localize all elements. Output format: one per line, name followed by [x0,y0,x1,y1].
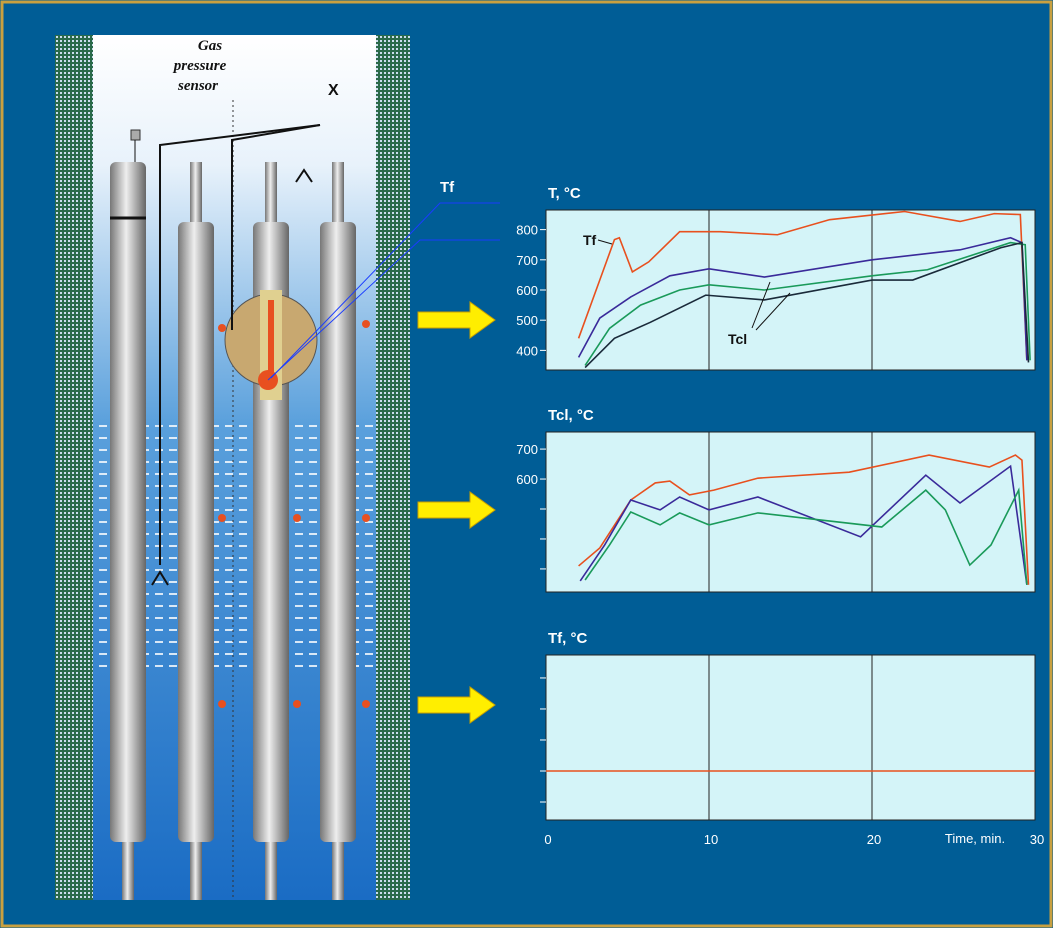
charts: T, °C 400 500 600 700 800 Tf Tcl Tcl, °C 600 700 Tf… [516,185,1044,847]
y-tick-label: 700 [516,442,538,457]
page: Gas pressure sensor X Tf T, °C 400 500 600 7… [0,0,1053,928]
wall-left [55,35,93,900]
x-tick-label: 30 [1030,832,1044,847]
x-axis-label: Time, min. [945,831,1005,846]
sensor-label: pressure [172,58,227,74]
y-tick-label: 700 [516,253,538,268]
chart-title: T, °C [548,185,581,202]
sensor-label: Gas [198,38,222,54]
x-tick-label: 20 [867,832,881,847]
plot-area [546,432,1035,592]
annotation: Tcl [728,331,747,347]
wall-right [376,35,410,900]
x-tick-label: 10 [704,832,718,847]
y-tick-label: 400 [516,343,538,358]
y-tick-label: 600 [516,283,538,298]
annotation: Tf [583,232,597,248]
chart-title: Tcl, °C [548,407,594,424]
sensor-label: sensor [177,78,218,94]
chart-title: Tf, °C [548,630,587,647]
tf-label: Tf [440,179,455,196]
x-label: X [328,82,339,99]
x-tick-label: 0 [544,832,551,847]
plot-area [546,210,1035,370]
plot-area [546,655,1035,820]
y-tick-label: 800 [516,223,538,238]
y-tick-label: 600 [516,472,538,487]
y-tick-label: 500 [516,313,538,328]
